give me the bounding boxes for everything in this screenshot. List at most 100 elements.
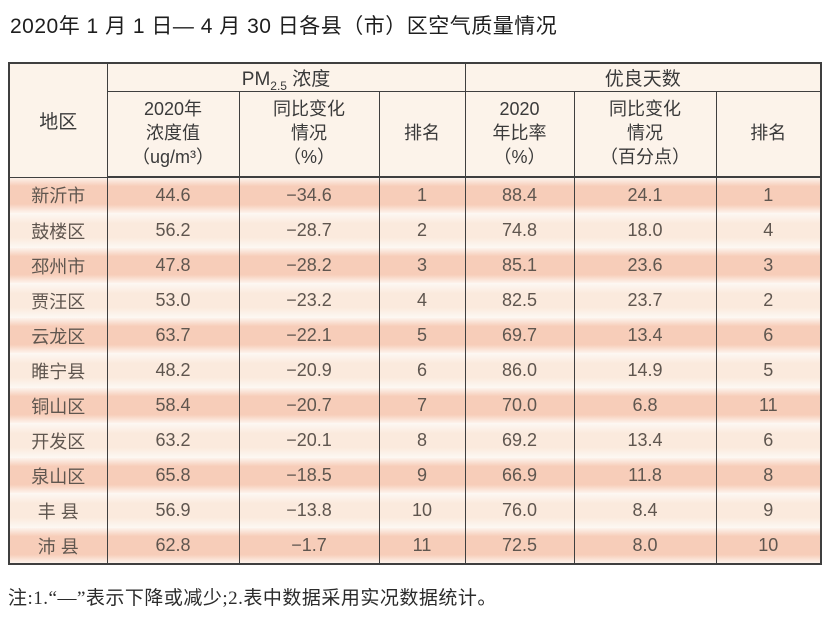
days-rank-cell: 6 — [715, 423, 822, 458]
table-row: 泉山区 65.8 −18.5 9 66.9 11.8 8 — [8, 458, 822, 493]
air-quality-table: 地区 PM2.5 浓度 优良天数 2020年 浓度值 （ug/m³） 同比变化 … — [8, 62, 823, 565]
days-change-cell: 6.8 — [573, 388, 717, 423]
column-header-pm-value: 2020年 浓度值 （ug/m³） — [106, 91, 240, 178]
days-rate-cell: 74.8 — [464, 213, 575, 248]
pm25-label-suffix: 浓度 — [286, 69, 331, 90]
table-row: 新沂市 44.6 −34.6 1 88.4 24.1 1 — [8, 177, 822, 213]
region-cell: 睢宁县 — [8, 353, 108, 388]
table-footnote: 注:1.“—”表示下降或减少;2.表中数据采用实况数据统计。 — [8, 588, 497, 609]
days-rank-cell: 2 — [715, 283, 822, 318]
days-rate-cell: 69.7 — [464, 318, 575, 353]
days-rank-cell: 1 — [715, 177, 822, 213]
column-group-good-days: 优良天数 — [464, 62, 822, 92]
days-rank-cell: 10 — [715, 528, 822, 564]
pm25-subscript: 2.5 — [270, 78, 287, 93]
column-header-days-rank: 排名 — [715, 91, 822, 178]
days-change-cell: 13.4 — [573, 423, 717, 458]
table-row: 鼓楼区 56.2 −28.7 2 74.8 18.0 4 — [8, 213, 822, 248]
pm-rank-cell: 6 — [378, 353, 466, 388]
days-change-cell: 24.1 — [573, 177, 717, 213]
pm-value-cell: 58.4 — [106, 388, 240, 423]
region-cell: 鼓楼区 — [8, 213, 108, 248]
table-row: 沛 县 62.8 −1.7 11 72.5 8.0 10 — [8, 528, 822, 564]
pm-value-cell: 56.9 — [106, 493, 240, 528]
days-rank-cell: 9 — [715, 493, 822, 528]
region-cell: 丰 县 — [8, 493, 108, 528]
region-cell: 开发区 — [8, 423, 108, 458]
header-group-row: 地区 PM2.5 浓度 优良天数 — [8, 62, 822, 178]
pm-change-cell: −34.6 — [238, 177, 380, 213]
pm-change-cell: −23.2 — [238, 283, 380, 318]
region-cell: 沛 县 — [8, 528, 108, 564]
days-rank-cell: 6 — [715, 318, 822, 353]
pm-change-cell: −28.2 — [238, 248, 380, 283]
table-body: 新沂市 44.6 −34.6 1 88.4 24.1 1 鼓楼区 56.2 −2… — [8, 177, 822, 564]
days-rank-cell: 8 — [715, 458, 822, 493]
pm-rank-cell: 1 — [378, 177, 466, 213]
table-header: 地区 PM2.5 浓度 优良天数 2020年 浓度值 （ug/m³） 同比变化 … — [8, 62, 822, 178]
days-change-cell: 23.6 — [573, 248, 717, 283]
days-rank-cell: 3 — [715, 248, 822, 283]
column-header-days-change: 同比变化 情况 （百分点） — [573, 91, 717, 178]
column-header-region: 地区 — [8, 62, 108, 178]
pm-change-cell: −13.8 — [238, 493, 380, 528]
table-row: 睢宁县 48.2 −20.9 6 86.0 14.9 5 — [8, 353, 822, 388]
pm-change-cell: −28.7 — [238, 213, 380, 248]
region-cell: 铜山区 — [8, 388, 108, 423]
pm-value-cell: 65.8 — [106, 458, 240, 493]
table-row: 丰 县 56.9 −13.8 10 76.0 8.4 9 — [8, 493, 822, 528]
column-header-days-rate: 2020 年比率 （%） — [464, 91, 575, 178]
pm-rank-cell: 9 — [378, 458, 466, 493]
pm-value-cell: 53.0 — [106, 283, 240, 318]
days-change-cell: 13.4 — [573, 318, 717, 353]
days-rank-cell: 5 — [715, 353, 822, 388]
pm25-label-prefix: PM — [241, 69, 271, 90]
days-change-cell: 18.0 — [573, 213, 717, 248]
days-rank-cell: 4 — [715, 213, 822, 248]
days-rate-cell: 82.5 — [464, 283, 575, 318]
days-change-cell: 8.0 — [573, 528, 717, 564]
pm-change-cell: −20.1 — [238, 423, 380, 458]
days-rate-cell: 70.0 — [464, 388, 575, 423]
days-change-cell: 14.9 — [573, 353, 717, 388]
pm-value-cell: 48.2 — [106, 353, 240, 388]
region-cell: 云龙区 — [8, 318, 108, 353]
days-change-cell: 23.7 — [573, 283, 717, 318]
pm-value-cell: 47.8 — [106, 248, 240, 283]
pm-value-cell: 63.2 — [106, 423, 240, 458]
pm-rank-cell: 11 — [378, 528, 466, 564]
table-row: 云龙区 63.7 −22.1 5 69.7 13.4 6 — [8, 318, 822, 353]
region-cell: 新沂市 — [8, 177, 108, 213]
pm-change-cell: −20.9 — [238, 353, 380, 388]
region-cell: 泉山区 — [8, 458, 108, 493]
pm-rank-cell: 2 — [378, 213, 466, 248]
column-header-pm-rank: 排名 — [378, 91, 466, 178]
region-cell: 贾汪区 — [8, 283, 108, 318]
pm-value-cell: 62.8 — [106, 528, 240, 564]
table-row: 贾汪区 53.0 −23.2 4 82.5 23.7 2 — [8, 283, 822, 318]
days-rate-cell: 85.1 — [464, 248, 575, 283]
table-row: 铜山区 58.4 −20.7 7 70.0 6.8 11 — [8, 388, 822, 423]
pm-rank-cell: 7 — [378, 388, 466, 423]
pm-value-cell: 63.7 — [106, 318, 240, 353]
pm-change-cell: −18.5 — [238, 458, 380, 493]
pm-change-cell: −1.7 — [238, 528, 380, 564]
days-change-cell: 11.8 — [573, 458, 717, 493]
days-rate-cell: 66.9 — [464, 458, 575, 493]
page-title: 2020年 1 月 1 日— 4 月 30 日各县（市）区空气质量情况 — [10, 15, 558, 38]
pm-value-cell: 44.6 — [106, 177, 240, 213]
table-row: 开发区 63.2 −20.1 8 69.2 13.4 6 — [8, 423, 822, 458]
table-row: 邳州市 47.8 −28.2 3 85.1 23.6 3 — [8, 248, 822, 283]
days-rate-cell: 69.2 — [464, 423, 575, 458]
column-group-pm25: PM2.5 浓度 — [106, 62, 466, 93]
pm-change-cell: −20.7 — [238, 388, 380, 423]
pm-rank-cell: 4 — [378, 283, 466, 318]
column-header-pm-change: 同比变化 情况 （%） — [238, 91, 380, 178]
pm-change-cell: −22.1 — [238, 318, 380, 353]
pm-value-cell: 56.2 — [106, 213, 240, 248]
days-rate-cell: 76.0 — [464, 493, 575, 528]
days-rate-cell: 72.5 — [464, 528, 575, 564]
pm-rank-cell: 8 — [378, 423, 466, 458]
days-change-cell: 8.4 — [573, 493, 717, 528]
